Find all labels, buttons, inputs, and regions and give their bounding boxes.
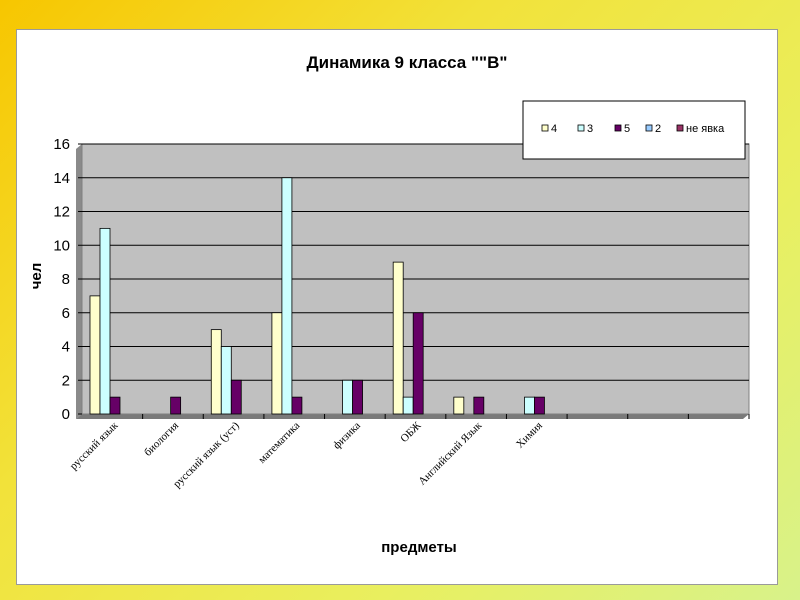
bar xyxy=(534,396,545,415)
bar xyxy=(402,396,414,415)
x-axis-title: предметы xyxy=(381,539,456,556)
legend-swatch xyxy=(541,124,549,132)
bar xyxy=(220,346,232,415)
bar xyxy=(524,396,535,415)
y-tick-label: 8 xyxy=(62,271,70,288)
bar xyxy=(473,396,485,415)
x-tick-label: русский язык xyxy=(68,419,121,472)
chart-title: Динамика 9 класса ""В" xyxy=(307,53,508,72)
y-axis-title: чел xyxy=(28,263,45,290)
y-tick-label: 12 xyxy=(53,204,70,221)
bar xyxy=(109,396,121,415)
bar xyxy=(352,379,363,415)
chart: 0 2 4 6 8 10 12 14 16 русский язык биологиярусский… xyxy=(28,53,750,556)
y-tick-label: 14 xyxy=(53,170,70,187)
y-tick-labels: 0 2 4 6 8 10 12 14 16 xyxy=(53,136,70,423)
legend: 4 3 5 2 не явка xyxy=(522,100,746,160)
legend-label: 4 xyxy=(551,123,557,135)
x-tick-label: Английский Язык xyxy=(416,419,484,487)
x-tick-label: русский язык (уст) xyxy=(171,419,242,490)
bar xyxy=(453,396,465,415)
x-tick-label: ОБЖ xyxy=(398,420,423,445)
legend-label: 3 xyxy=(587,123,593,135)
legend-label: 2 xyxy=(655,123,661,135)
x-tick-label: биология xyxy=(142,420,181,459)
plot-side-wall xyxy=(76,144,82,419)
legend-swatch xyxy=(676,124,684,132)
bar xyxy=(392,261,404,415)
bar xyxy=(99,227,111,415)
bar xyxy=(291,396,303,415)
legend-box xyxy=(522,100,746,160)
y-tick-label: 6 xyxy=(62,305,70,322)
legend-swatch xyxy=(614,124,622,132)
bar xyxy=(342,379,353,415)
bar xyxy=(170,396,182,415)
legend-label: 5 xyxy=(624,123,630,135)
bars xyxy=(89,177,545,415)
x-tick-label: Химия xyxy=(514,420,545,451)
y-tick-label: 4 xyxy=(62,339,70,356)
legend-label: не явка xyxy=(686,123,725,135)
bar xyxy=(230,379,242,415)
bar xyxy=(412,312,424,415)
y-tick-label: 10 xyxy=(53,237,70,254)
plot-floor xyxy=(76,414,749,419)
y-tick-label: 2 xyxy=(62,372,70,389)
bar xyxy=(89,295,101,415)
bar xyxy=(271,312,283,415)
slide-frame: 0 2 4 6 8 10 12 14 16 русский язык биология русский… xyxy=(16,29,778,585)
legend-swatch xyxy=(577,124,585,132)
bar xyxy=(210,329,222,415)
x-tick-label: физика xyxy=(331,420,363,452)
bar xyxy=(281,177,293,415)
y-tick-label: 0 xyxy=(62,406,70,423)
legend-swatch xyxy=(645,124,653,132)
x-tick-label: математика xyxy=(256,420,302,466)
y-tick-label: 16 xyxy=(53,136,70,153)
